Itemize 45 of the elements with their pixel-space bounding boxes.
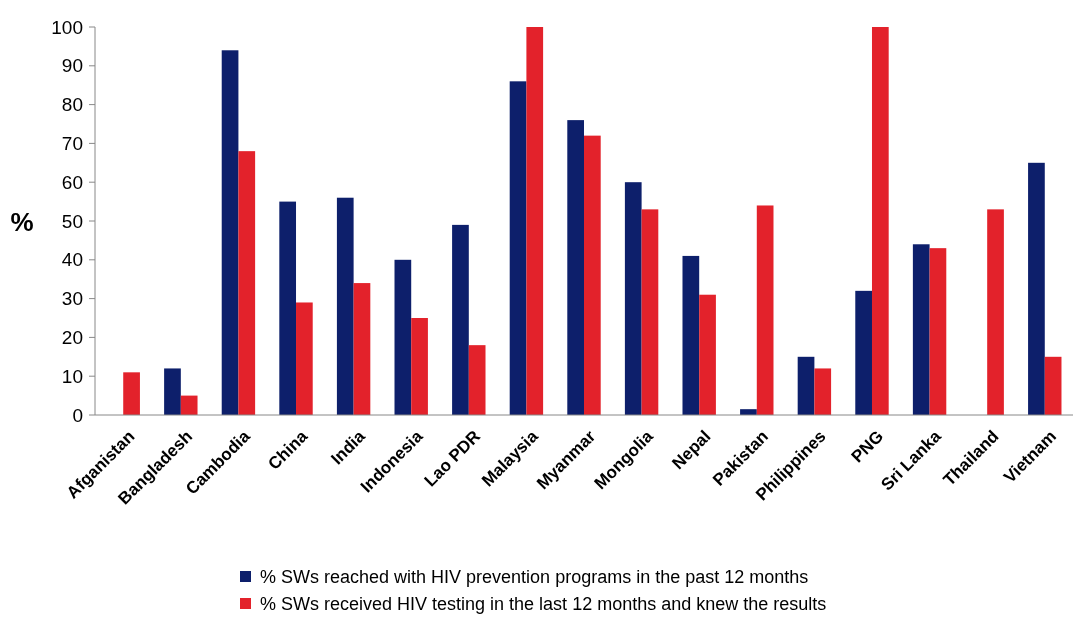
bar bbox=[411, 318, 428, 415]
bar bbox=[929, 248, 947, 415]
y-tick-label: 30 bbox=[61, 288, 83, 310]
bar bbox=[1028, 162, 1045, 415]
legend-label: % SWs reached with HIV prevention programs in the past 12 months bbox=[260, 567, 809, 588]
bar bbox=[468, 345, 486, 415]
y-tick-label: 20 bbox=[61, 327, 83, 349]
bar bbox=[353, 283, 371, 415]
y-tick-label: 70 bbox=[61, 133, 83, 155]
bar bbox=[699, 294, 716, 415]
y-tick-label: 0 bbox=[72, 404, 83, 426]
bar bbox=[584, 135, 601, 415]
bar bbox=[855, 290, 872, 415]
bar bbox=[912, 244, 930, 415]
bar bbox=[123, 372, 140, 415]
bar bbox=[1044, 356, 1062, 415]
bar bbox=[641, 209, 659, 415]
bar bbox=[238, 151, 256, 415]
legend-label: % SWs received HIV testing in the last 12 months and knew the results bbox=[260, 594, 827, 615]
y-axis-title: % bbox=[10, 207, 34, 237]
y-tick-label: 40 bbox=[61, 249, 83, 271]
bar bbox=[682, 255, 700, 415]
y-tick-label: 10 bbox=[61, 365, 83, 387]
bar bbox=[394, 259, 412, 415]
bar bbox=[221, 50, 239, 415]
bar bbox=[624, 182, 642, 415]
bar bbox=[814, 368, 832, 415]
bar bbox=[987, 209, 1004, 415]
bar bbox=[452, 224, 469, 415]
bar bbox=[526, 27, 544, 415]
bar bbox=[756, 205, 774, 415]
y-tick-label: 80 bbox=[61, 94, 83, 116]
bar bbox=[279, 201, 297, 415]
y-tick-label: 100 bbox=[51, 16, 83, 38]
bar bbox=[180, 395, 198, 415]
bar bbox=[871, 27, 889, 415]
bar bbox=[164, 368, 181, 415]
bar bbox=[509, 81, 527, 415]
y-tick-label: 60 bbox=[61, 171, 83, 193]
y-tick-label: 50 bbox=[61, 210, 83, 232]
bar bbox=[296, 302, 313, 415]
bar bbox=[567, 120, 584, 415]
bar bbox=[797, 356, 815, 415]
bar bbox=[336, 197, 354, 415]
y-tick-label: 90 bbox=[61, 55, 83, 77]
